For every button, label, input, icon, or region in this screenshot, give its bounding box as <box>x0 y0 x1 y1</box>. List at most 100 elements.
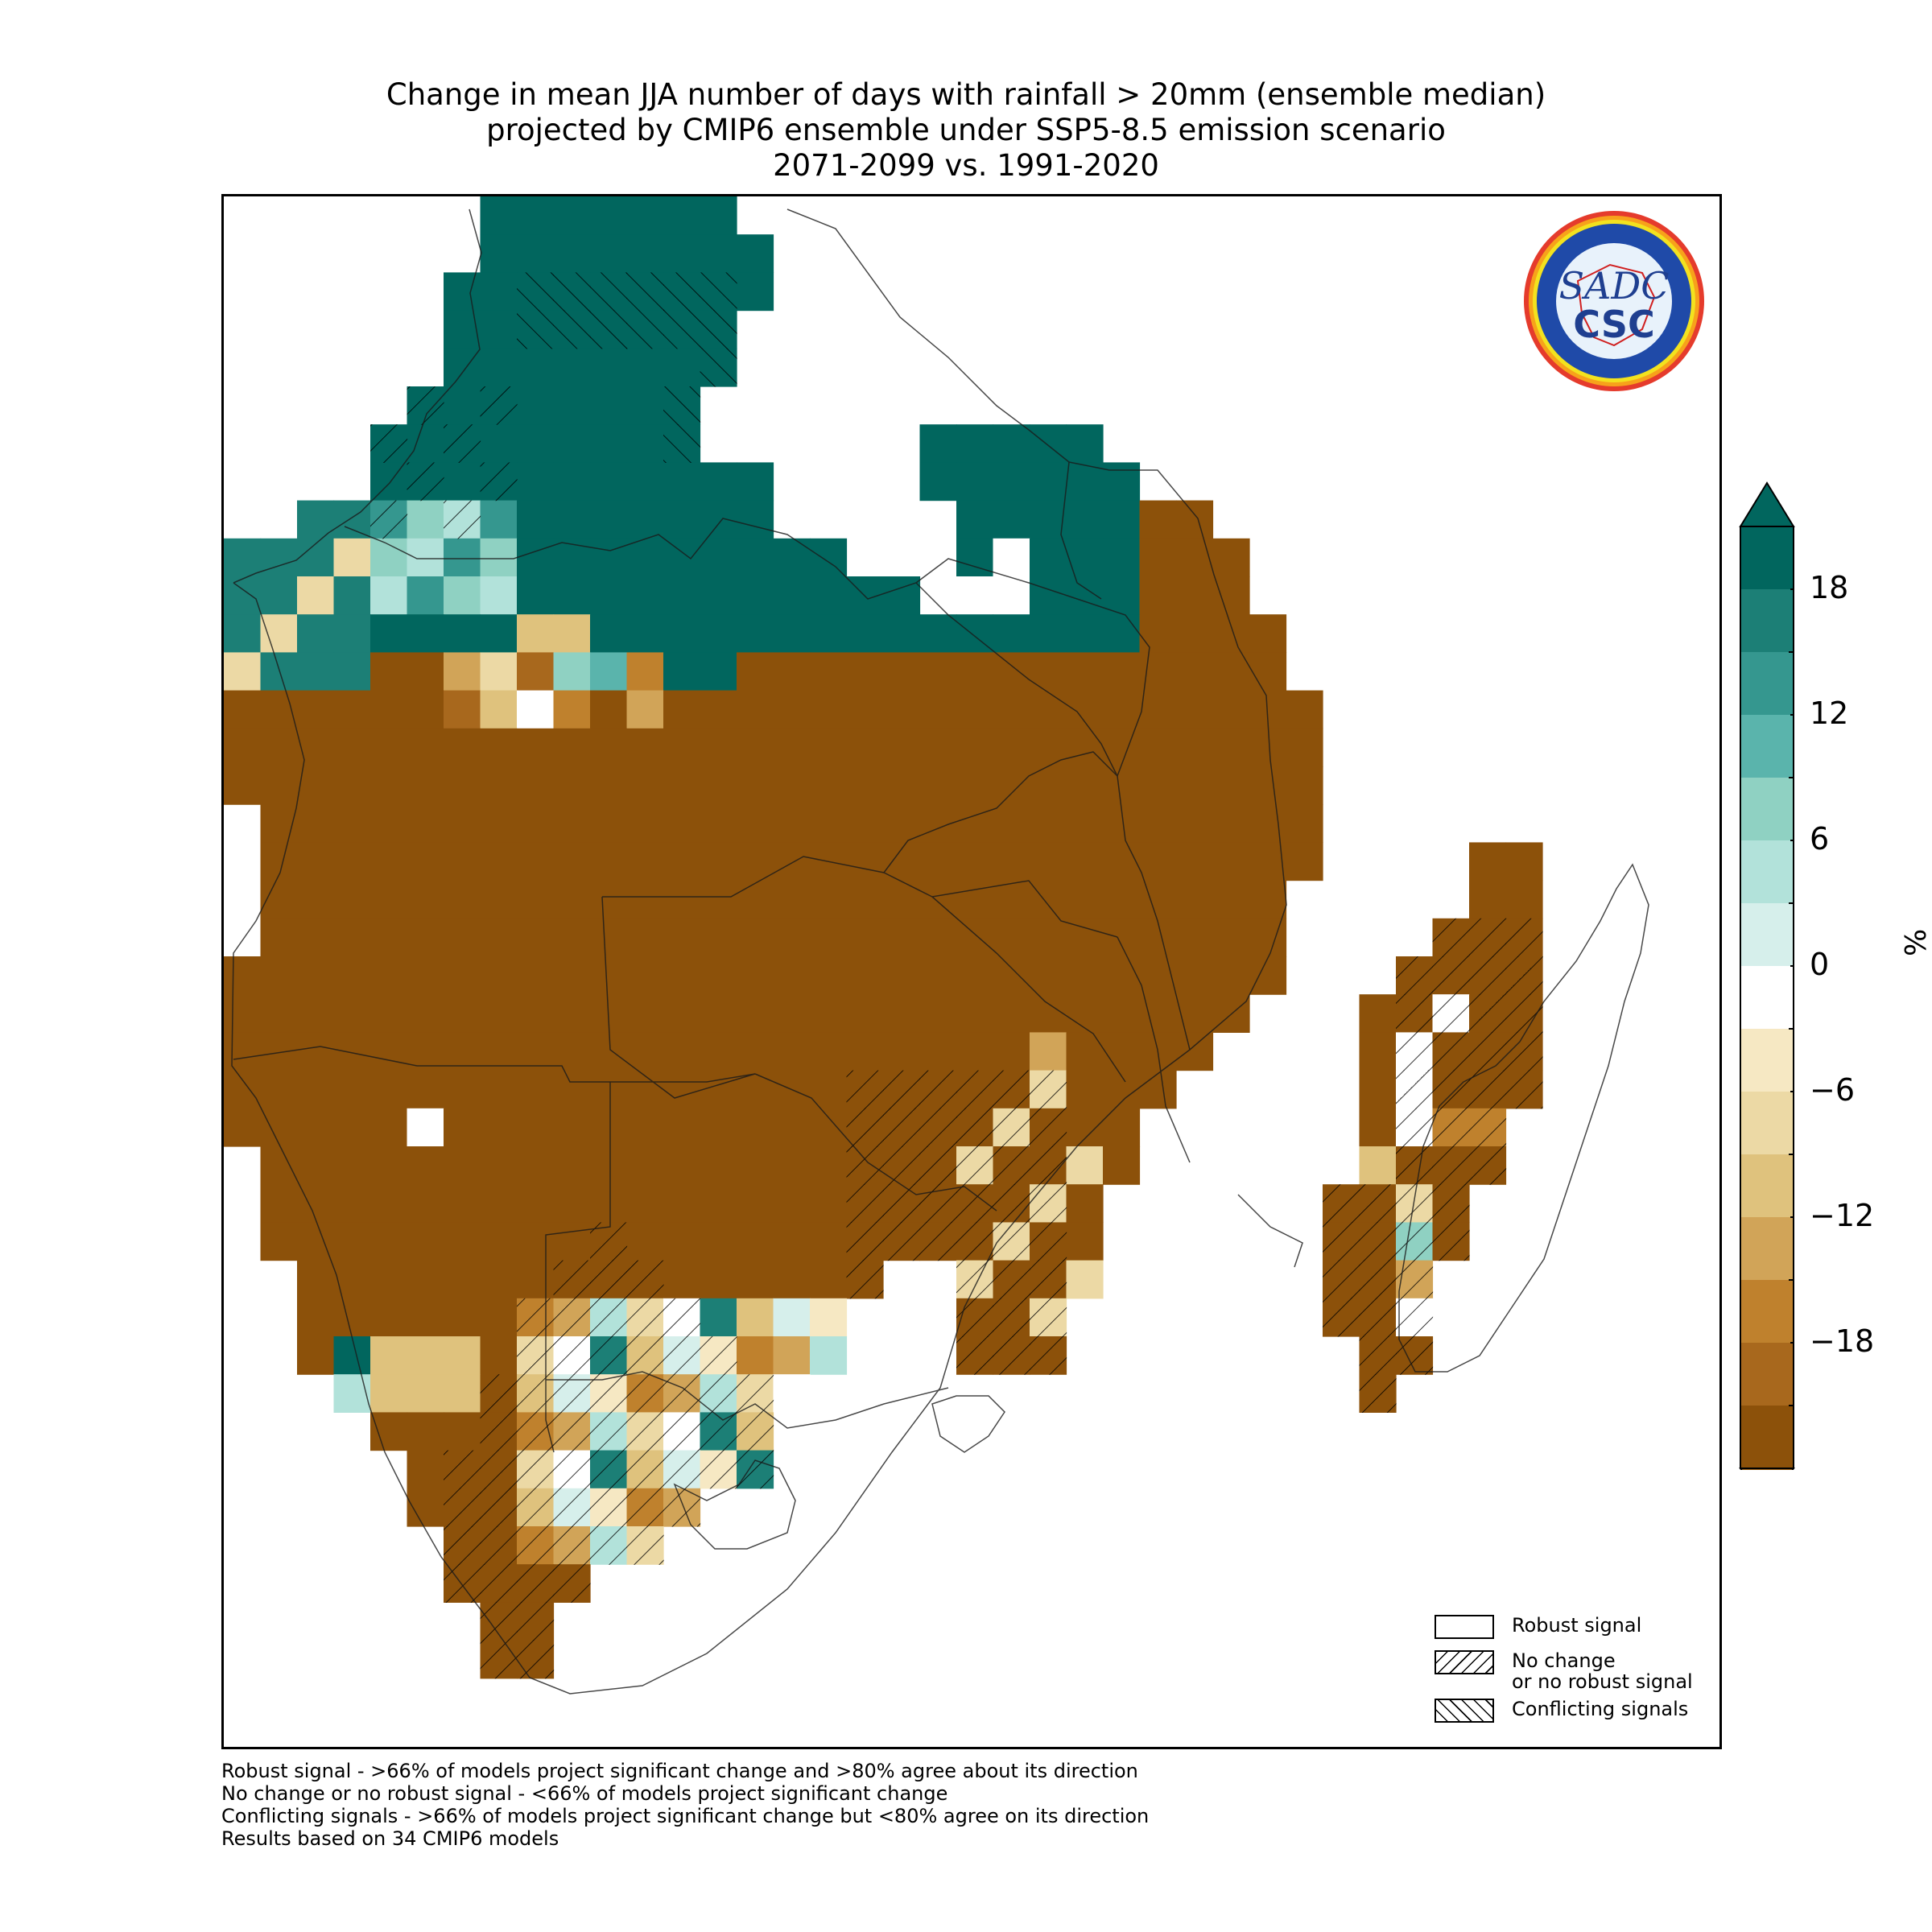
grid-cell <box>1139 500 1177 539</box>
hatch-cell <box>737 1412 774 1451</box>
hatch-cell <box>700 310 737 349</box>
grid-cell <box>553 1032 591 1071</box>
hatch-cell <box>1359 1336 1397 1375</box>
grid-cell <box>444 690 481 729</box>
hatch-cell <box>1359 1298 1397 1337</box>
grid-cell <box>224 1108 262 1147</box>
hatch-cell <box>1396 956 1434 995</box>
grid-cell <box>810 1108 848 1147</box>
grid-cell <box>590 386 628 425</box>
colorbar-segment <box>1740 652 1794 715</box>
grid-cell <box>480 880 518 919</box>
hatch-cell <box>480 1564 518 1603</box>
grid-cell <box>626 1032 664 1071</box>
grid-cell <box>1103 576 1141 615</box>
grid-cell <box>737 1298 774 1337</box>
grid-cell <box>1030 652 1067 691</box>
colorbar-segment <box>1740 1280 1794 1343</box>
grid-cell <box>370 1336 408 1375</box>
grid-cell <box>1030 994 1067 1033</box>
grid-cell <box>407 576 444 615</box>
grid-cell <box>626 766 664 805</box>
grid-cell <box>407 614 444 653</box>
hatch-cell <box>737 1374 774 1413</box>
grid-cell <box>883 766 921 805</box>
grid-cell <box>810 1260 848 1299</box>
grid-cell <box>407 500 444 539</box>
grid-cell <box>480 576 518 615</box>
grid-cell <box>956 804 994 843</box>
grid-cell <box>1103 728 1141 767</box>
grid-cell <box>1103 1146 1141 1185</box>
grid-cell <box>297 1298 335 1337</box>
legend-item-no-change: No change or no robust signal <box>1435 1650 1693 1699</box>
grid-cell <box>700 956 737 995</box>
grid-cell <box>846 918 884 957</box>
grid-cell <box>444 1336 481 1375</box>
grid-cell <box>956 918 994 957</box>
grid-cell <box>810 728 848 767</box>
colorbar-tick-label: 12 <box>1810 696 1849 731</box>
colorbar-segment <box>1740 1406 1794 1468</box>
grid-cell <box>626 1184 664 1223</box>
hatch-cell <box>370 500 408 539</box>
grid-cell <box>224 690 262 729</box>
grid-cell <box>407 538 444 577</box>
hatch-cell <box>956 1260 994 1299</box>
grid-cell <box>370 462 408 502</box>
grid-cell <box>626 652 664 691</box>
grid-cell <box>773 994 811 1033</box>
grid-cell <box>626 386 664 425</box>
grid-cell <box>407 1412 444 1451</box>
grid-cell <box>663 576 701 615</box>
grid-cell <box>407 1070 444 1109</box>
grid-cell <box>663 462 701 502</box>
grid-cell <box>1176 766 1214 805</box>
grid-cell <box>260 918 298 957</box>
hatch-cell <box>1505 956 1543 995</box>
grid-cell <box>370 1070 408 1109</box>
grid-cell <box>260 538 298 577</box>
grid-cell <box>1139 842 1177 881</box>
grid-cell <box>1066 956 1104 995</box>
grid-cell <box>846 728 884 767</box>
grid-cell <box>517 462 555 502</box>
grid-cell <box>517 1146 555 1185</box>
grid-cell <box>370 728 408 767</box>
hatch-cell <box>480 1412 518 1451</box>
grid-cell <box>297 500 335 539</box>
grid-cell <box>737 728 774 767</box>
grid-cell <box>737 918 774 957</box>
grid-cell <box>553 918 591 957</box>
hatch-cell <box>407 386 444 425</box>
grid-cell <box>370 1374 408 1413</box>
grid-cell <box>1139 614 1177 653</box>
grid-cell <box>590 348 628 387</box>
grid-cell <box>1249 728 1287 767</box>
hatch-cell <box>517 1336 555 1375</box>
grid-cell <box>700 766 737 805</box>
grid-cell <box>700 614 737 653</box>
grid-cell <box>407 804 444 843</box>
grid-cell <box>1139 880 1177 919</box>
hatch-cell <box>956 1108 994 1147</box>
grid-cell <box>1249 614 1287 653</box>
hatch-cell <box>626 1450 664 1489</box>
grid-cell <box>517 348 555 387</box>
hatch-cell <box>626 1488 664 1527</box>
hatch-cell <box>1030 1184 1067 1223</box>
grid-cell <box>993 918 1030 957</box>
grid-cell <box>297 1146 335 1185</box>
grid-cell <box>810 1146 848 1185</box>
hatch-cell <box>553 1564 591 1603</box>
hatch-cell <box>956 1222 994 1261</box>
grid-cell <box>773 1222 811 1261</box>
grid-cell <box>1249 804 1287 843</box>
grid-cell <box>1176 690 1214 729</box>
hatch-cell <box>517 1602 555 1641</box>
grid-cell <box>993 614 1030 653</box>
grid-cell <box>1066 614 1104 653</box>
hatch-cell <box>626 1412 664 1451</box>
grid-cell <box>1103 918 1141 957</box>
hatch-cell <box>919 1146 957 1185</box>
